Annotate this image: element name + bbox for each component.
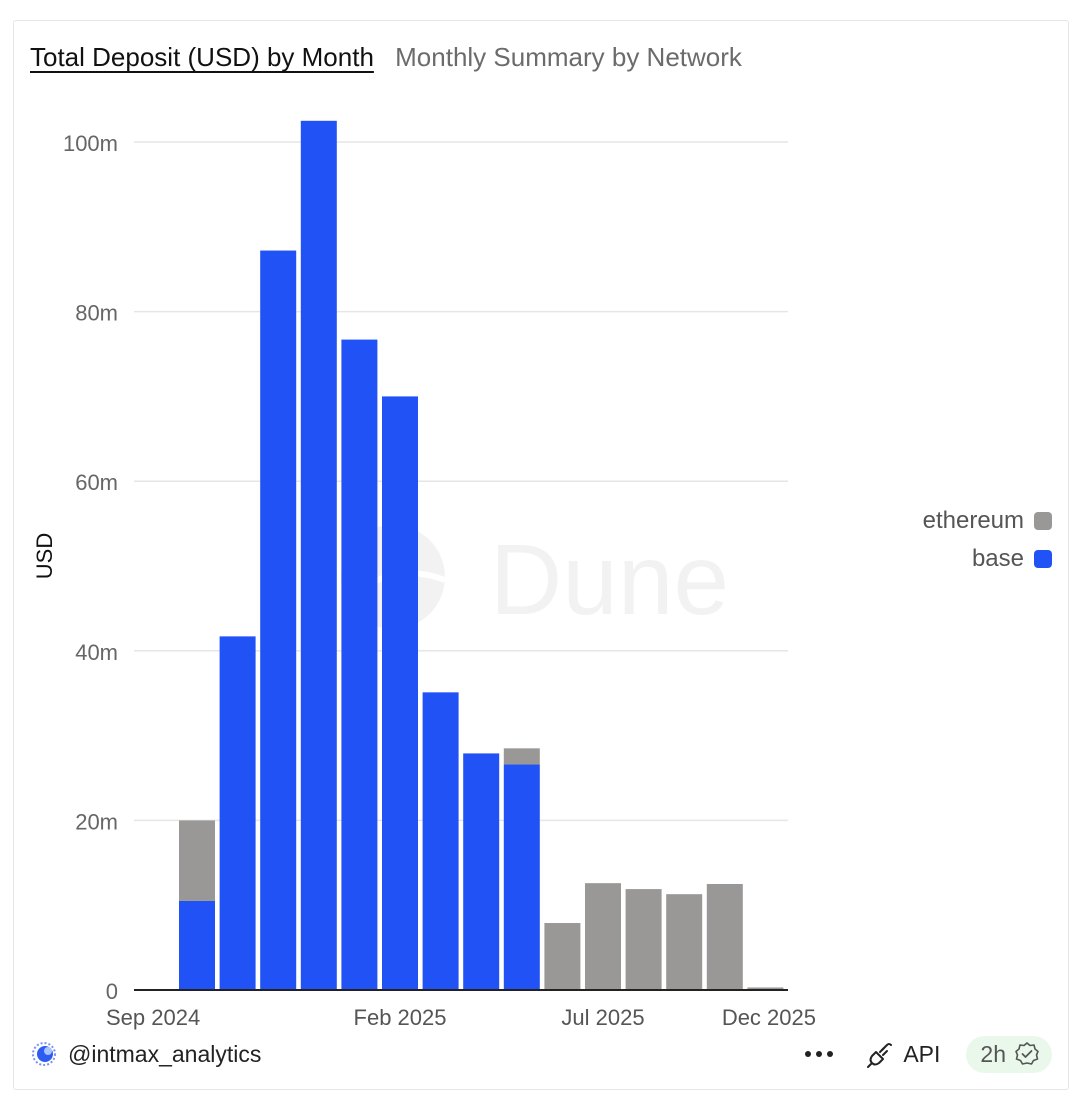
bar-ethereum xyxy=(179,820,215,901)
legend-label-ethereum: ethereum xyxy=(922,507,1024,534)
legend-item-base[interactable]: base xyxy=(923,540,1052,578)
y-tick-label: 0 xyxy=(106,979,118,1004)
more-options-button[interactable] xyxy=(805,1051,834,1057)
bar-ethereum xyxy=(585,883,621,990)
y-axis-label: USD xyxy=(32,533,57,579)
bar-base xyxy=(341,339,378,991)
tab-monthly-summary[interactable]: Monthly Summary by Network xyxy=(395,42,742,72)
x-tick-label: Sep 2024 xyxy=(106,1005,200,1030)
x-tick-label: Feb 2025 xyxy=(354,1005,447,1030)
x-tick-label: Jul 2025 xyxy=(561,1005,644,1030)
dune-watermark-text: Dune xyxy=(490,524,729,636)
footer: @intmax_analytics API 2h xyxy=(30,1034,1052,1074)
bar-ethereum xyxy=(625,889,662,990)
dot-icon xyxy=(827,1051,834,1057)
bar-ethereum xyxy=(544,923,581,990)
author-link[interactable]: @intmax_analytics xyxy=(30,1040,261,1068)
dot-icon xyxy=(816,1051,823,1057)
bar-ethereum xyxy=(666,894,703,990)
bar-base xyxy=(382,396,418,990)
freshness-label: 2h xyxy=(980,1040,1006,1067)
chart-tabs: Total Deposit (USD) by Month Monthly Sum… xyxy=(30,42,742,73)
chart-legend: ethereum base xyxy=(923,502,1052,578)
tab-total-deposit[interactable]: Total Deposit (USD) by Month xyxy=(30,42,374,72)
y-tick-label: 100m xyxy=(63,131,118,156)
legend-item-ethereum[interactable]: ethereum xyxy=(923,502,1052,540)
bar-base xyxy=(179,900,215,990)
y-tick-label: 40m xyxy=(75,640,118,665)
dot-icon xyxy=(805,1051,812,1057)
bar-base xyxy=(422,692,459,990)
bar-base xyxy=(300,120,337,991)
legend-swatch-ethereum xyxy=(1034,512,1052,530)
plug-icon xyxy=(867,1043,893,1068)
y-tick-label: 20m xyxy=(75,809,118,834)
verified-check-icon xyxy=(1015,1042,1039,1065)
y-tick-label: 60m xyxy=(75,470,118,495)
bar-ethereum xyxy=(747,987,784,990)
y-tick-label: 80m xyxy=(75,301,118,326)
legend-label-base: base xyxy=(971,545,1024,572)
bar-base xyxy=(260,250,297,990)
bar-base xyxy=(503,764,540,990)
bar-base xyxy=(219,636,256,990)
author-avatar-icon xyxy=(32,1042,56,1066)
bar-base xyxy=(463,753,500,990)
x-tick-label: Dec 2025 xyxy=(722,1005,816,1030)
api-button[interactable]: API xyxy=(867,1040,940,1068)
api-label: API xyxy=(903,1040,941,1067)
bar-ethereum xyxy=(706,884,743,990)
author-name: @intmax_analytics xyxy=(68,1040,262,1067)
bar-ethereum xyxy=(503,748,540,765)
legend-swatch-base xyxy=(1034,550,1052,568)
freshness-badge[interactable]: 2h xyxy=(966,1035,1052,1073)
